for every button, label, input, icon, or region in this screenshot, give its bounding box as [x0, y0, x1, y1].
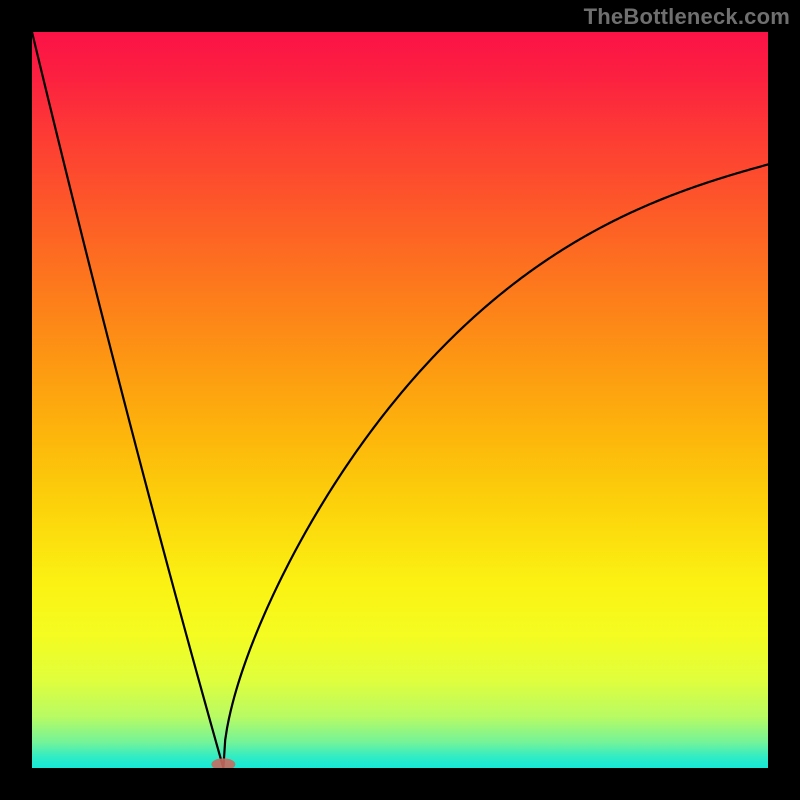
plot-area [32, 32, 768, 768]
bottleneck-chart [32, 32, 768, 768]
chart-container: TheBottleneck.com [0, 0, 800, 800]
gradient-background [32, 32, 768, 768]
watermark-text: TheBottleneck.com [584, 4, 790, 30]
